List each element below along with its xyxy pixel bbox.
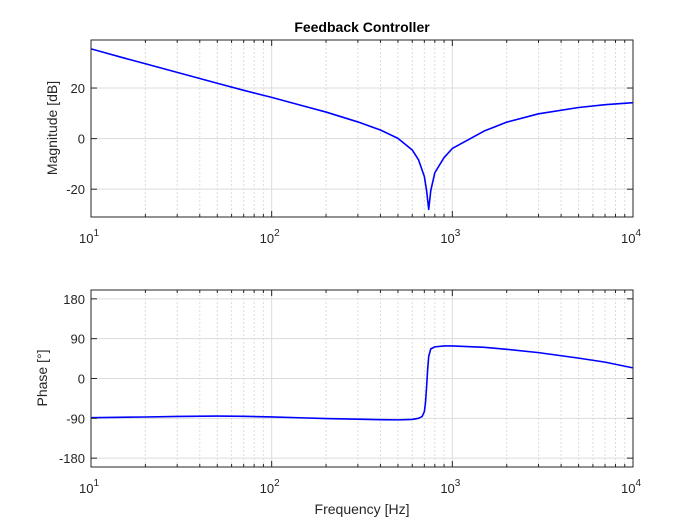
y-tick-label: -90	[66, 411, 85, 426]
phase-ylabel: Phase [°]	[34, 350, 50, 407]
x-tick-label: 102	[260, 478, 280, 496]
chart-title: Feedback Controller	[294, 19, 430, 35]
phase-ticks: 101 102 103 104 -180 -90 0 90 180	[59, 290, 641, 496]
y-tick-label: 20	[71, 81, 85, 96]
magnitude-axes-box	[90, 39, 634, 218]
phase-series	[91, 345, 633, 421]
x-tick-label: 101	[79, 228, 99, 246]
frequency-xlabel: Frequency [Hz]	[315, 501, 410, 517]
x-tick-label: 101	[79, 478, 99, 496]
phase-grid	[91, 290, 633, 467]
magnitude-grid	[91, 40, 633, 217]
magnitude-ylabel: Magnitude [dB]	[44, 81, 60, 175]
x-tick-label: 104	[621, 478, 641, 496]
phase-axes: 101 102 103 104 -180 -90 0 90 180 Phase [°] Freq…	[34, 289, 641, 517]
y-tick-label: -20	[66, 182, 85, 197]
magnitude-axes: Feedback Controller 101 102 103 104 -20 0 20 M…	[44, 19, 641, 246]
y-tick-label: 0	[78, 372, 85, 387]
x-tick-label: 103	[440, 478, 460, 496]
magnitude-series	[91, 48, 633, 211]
y-tick-label: 180	[63, 292, 85, 307]
y-tick-label: -180	[59, 451, 85, 466]
phase-line	[91, 345, 633, 421]
y-tick-label: 0	[78, 132, 85, 147]
x-tick-label: 104	[621, 228, 641, 246]
x-tick-label: 102	[260, 228, 280, 246]
magnitude-ticks: 101 102 103 104 -20 0 20	[66, 40, 641, 246]
magnitude-line	[91, 48, 633, 211]
x-tick-label: 103	[440, 228, 460, 246]
y-tick-label: 90	[71, 332, 85, 347]
